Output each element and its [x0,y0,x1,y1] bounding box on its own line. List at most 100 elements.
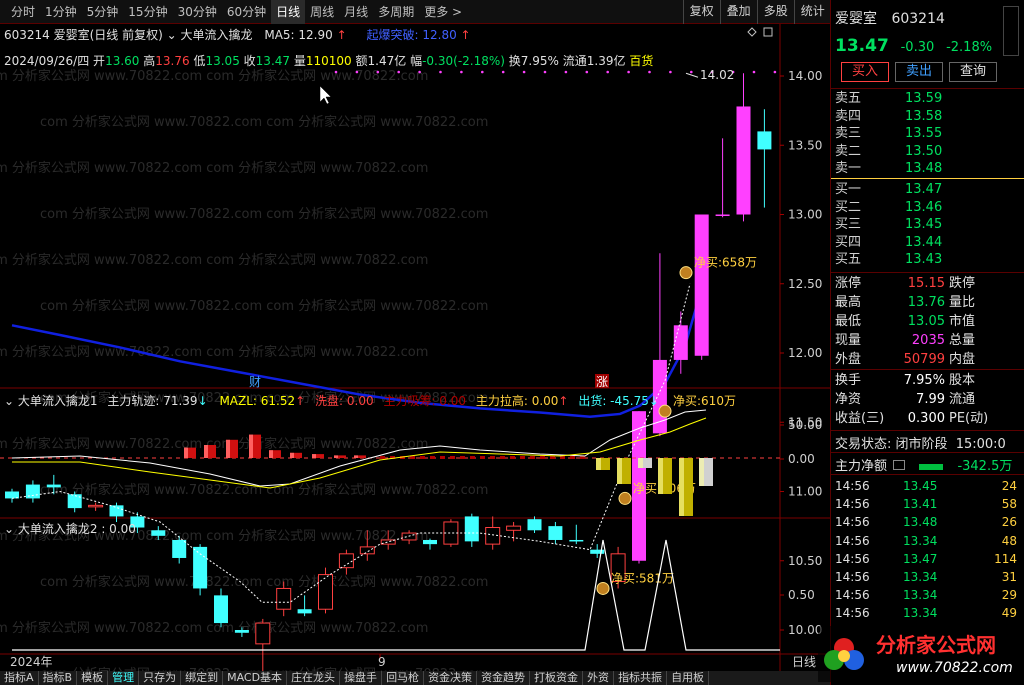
period-tab-6[interactable]: 日线 [271,0,306,24]
sub1-title[interactable]: 大单流入擒龙1 [17,394,98,408]
candle[interactable] [694,214,709,360]
period-tab-10[interactable]: 更多 > [424,5,463,19]
sector-tag[interactable]: 百货 [629,54,654,68]
tool-button-1[interactable]: 叠加 [719,0,757,24]
sub2-collapse-icon[interactable]: ⌄ [4,522,18,536]
bottom-tab-3[interactable]: 管理 [108,671,140,685]
period-tab-0[interactable]: 分时 [11,5,36,19]
candle[interactable] [338,549,354,575]
candle[interactable] [5,488,19,503]
candle[interactable] [443,519,459,547]
candle[interactable] [632,411,646,564]
candle[interactable] [88,502,104,511]
ask-row[interactable]: 卖一 13.48 [835,160,969,178]
bottom-tab-15[interactable]: 自用板 [667,671,710,685]
ask-row[interactable]: 卖五 13.59 [835,90,969,108]
bottom-tab-13[interactable]: 外资 [583,671,615,685]
sub2-title[interactable]: 大单流入擒龙2 : 0.00 [17,522,136,536]
candle[interactable] [67,491,82,513]
tool-button-0[interactable]: 复权 [682,0,720,24]
period-tab-5[interactable]: 60分钟 [226,5,267,19]
list-icon[interactable] [893,460,906,470]
candle[interactable] [380,530,396,550]
candle[interactable] [715,138,730,218]
period-tab-3[interactable]: 15分钟 [128,5,168,19]
collapse-icon[interactable]: ⌄ [166,28,181,42]
kline-chart[interactable]: com 分析家公式网 www.70822.com com 分析家公式网 www.… [0,0,830,671]
candle[interactable] [423,538,437,550]
bottom-tab-14[interactable]: 指标共振 [614,671,668,685]
candle[interactable] [548,521,563,545]
price-tick: 13.00 [788,208,822,222]
bid-row[interactable]: 买五 13.43 [835,251,969,269]
period-tab-2[interactable]: 5分钟 [86,5,119,19]
bid-row[interactable]: 买一 13.47 [835,181,969,199]
tick-price: 13.45 [903,479,938,493]
tool-button-3[interactable]: 统计 [793,0,831,24]
candle[interactable] [736,73,751,222]
candle[interactable] [318,567,333,614]
candle[interactable] [46,474,61,495]
tool-button-2[interactable]: 多股 [756,0,794,24]
candle[interactable] [276,581,292,617]
query-button[interactable]: 查询 [949,62,997,82]
event-marker-cai[interactable]: 财 [249,375,261,389]
candle[interactable] [527,516,542,534]
period-tab-8[interactable]: 月线 [344,5,369,19]
bottom-tab-4[interactable]: 只存为 [139,671,182,685]
sub1-bar [312,454,324,458]
sub1-ship: 出货: -45.75 [578,394,649,408]
bottom-tab-5[interactable]: 绑定到 [181,671,224,685]
bid-row[interactable]: 买二 13.46 [835,199,969,217]
bottom-tab-2[interactable]: 模板 [77,671,109,685]
candle[interactable] [109,502,124,522]
candle[interactable] [214,588,228,628]
sub1-collapse-icon[interactable]: ⌄ [4,394,18,408]
expand-handle-icon[interactable] [1003,6,1019,56]
indicator-name[interactable]: 大单流入擒龙 [180,28,253,42]
net-buy-annotation[interactable]: 净买:658万 [679,256,757,280]
candle[interactable] [297,595,312,617]
candle[interactable] [464,513,479,547]
ask-label: 卖三 [835,126,862,141]
bottom-tab-11[interactable]: 资金趋势 [477,671,531,685]
signal-dot [752,70,756,74]
stat-label: 最高 [835,295,862,310]
net-buy-annotation[interactable]: 净买:610万 [658,394,736,418]
chart-settings-icon[interactable] [763,27,773,37]
candle[interactable] [610,546,626,589]
bottom-tab-7[interactable]: 庄在龙头 [287,671,341,685]
bottom-tab-10[interactable]: 资金决策 [424,671,478,685]
ask-row[interactable]: 卖四 13.58 [835,108,969,126]
candle[interactable] [359,530,375,561]
chart-options-icon[interactable] [747,27,757,37]
candle[interactable] [172,535,187,564]
candle[interactable] [151,526,166,540]
period-tab-1[interactable]: 1分钟 [45,5,77,19]
ask-row[interactable]: 卖三 13.55 [835,125,969,143]
bottom-tab-8[interactable]: 操盘手 [340,671,383,685]
candle[interactable] [193,544,208,596]
bottom-tab-1[interactable]: 指标B [39,671,78,685]
bottom-tab-0[interactable]: 指标A [0,671,39,685]
bottom-tab-12[interactable]: 打板资金 [530,671,584,685]
bottom-tab-6[interactable]: MACD基本 [223,671,288,685]
ask-row[interactable]: 卖二 13.50 [835,143,969,161]
candle[interactable] [757,109,772,208]
candle[interactable] [130,512,145,534]
bottom-tab-9[interactable]: 回马枪 [382,671,425,685]
buy-button[interactable]: 买入 [841,62,889,82]
candle[interactable] [234,627,249,637]
sub1-mazl: MAZL: 61.52 [219,394,296,408]
bid-row[interactable]: 买四 13.44 [835,234,969,252]
period-tab-9[interactable]: 多周期 [378,5,415,19]
sell-button[interactable]: 卖出 [895,62,943,82]
bid-row[interactable]: 买三 13.45 [835,216,969,234]
period-tab-7[interactable]: 周线 [310,5,335,19]
period-tab-4[interactable]: 30分钟 [177,5,217,19]
candle[interactable] [590,544,605,558]
candle[interactable] [485,516,501,550]
candle[interactable] [255,618,271,671]
event-marker-zhang[interactable]: 涨 [595,374,609,389]
candle[interactable] [569,524,584,545]
